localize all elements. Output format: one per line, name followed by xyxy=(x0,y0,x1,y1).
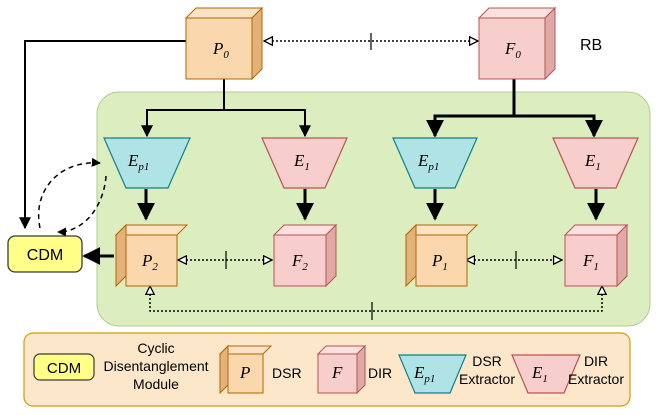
legend-dsr-extractor: Ep1 DSR Extractor xyxy=(398,353,515,394)
legend-cdm: CDM Cyclic Disentanglement Module xyxy=(33,340,209,392)
svg-text:DIR: DIR xyxy=(584,353,608,369)
svg-text:Ep1: Ep1 xyxy=(413,363,435,385)
arrow-f0-to-e1-right xyxy=(514,114,603,138)
svg-text:P: P xyxy=(239,363,250,382)
extractor-e1-left: E1 xyxy=(261,137,348,189)
svg-text:F2: F2 xyxy=(291,251,308,273)
svg-text:CDM: CDM xyxy=(27,247,63,264)
svg-text:DIR: DIR xyxy=(368,365,392,381)
svg-text:F1: F1 xyxy=(582,251,599,273)
legend-dir: F DIR xyxy=(316,344,392,395)
svg-text:Module: Module xyxy=(133,376,179,392)
extractor-ep1-left: Ep1 xyxy=(103,137,191,189)
arrow-f0-to-ep1-right xyxy=(426,78,516,138)
svg-text:Extractor: Extractor xyxy=(459,371,515,387)
legend-dsr: P DSR xyxy=(218,344,302,395)
cube-p2: P2 xyxy=(114,223,189,288)
svg-text:Ep1: Ep1 xyxy=(417,151,439,173)
arrow-p0-to-ep1-left xyxy=(141,78,225,138)
cube-f0: F0 xyxy=(477,6,557,81)
svg-text:F: F xyxy=(331,363,343,382)
svg-text:P1: P1 xyxy=(431,251,448,273)
cube-f1: F1 xyxy=(563,223,629,288)
svg-text:E1: E1 xyxy=(531,363,548,385)
legend-dir-extractor: E1 DIR Extractor xyxy=(511,353,624,394)
svg-text:DSR: DSR xyxy=(272,365,302,381)
svg-text:P2: P2 xyxy=(141,251,158,273)
svg-text:Disentanglement: Disentanglement xyxy=(103,358,208,374)
extractor-ep1-right: Ep1 xyxy=(392,137,478,189)
extractor-e1-right: E1 xyxy=(552,137,639,189)
svg-text:E1: E1 xyxy=(584,151,601,173)
cdm-box: CDM xyxy=(7,235,83,273)
svg-text:Cyclic: Cyclic xyxy=(137,340,174,356)
dashed-ep1-to-cdm xyxy=(57,175,107,237)
svg-text:Ep1: Ep1 xyxy=(127,151,149,173)
arrow-p0-to-e1-left xyxy=(224,109,311,138)
cube-p1: P1 xyxy=(404,223,479,288)
svg-text:F0: F0 xyxy=(504,39,521,61)
svg-text:E1: E1 xyxy=(293,151,310,173)
arrow-p0-to-cdm xyxy=(19,40,186,230)
svg-text:Extractor: Extractor xyxy=(568,371,624,387)
svg-text:CDM: CDM xyxy=(47,360,81,377)
cube-p0: P0 xyxy=(184,6,264,81)
link-p2-f1 xyxy=(150,286,602,312)
cube-f2: F2 xyxy=(272,223,338,288)
module-panel xyxy=(96,91,651,327)
svg-text:P0: P0 xyxy=(212,39,229,61)
svg-text:DSR: DSR xyxy=(472,353,502,369)
rb-label: RB xyxy=(580,37,602,54)
dashed-cdm-to-ep1 xyxy=(37,157,101,229)
